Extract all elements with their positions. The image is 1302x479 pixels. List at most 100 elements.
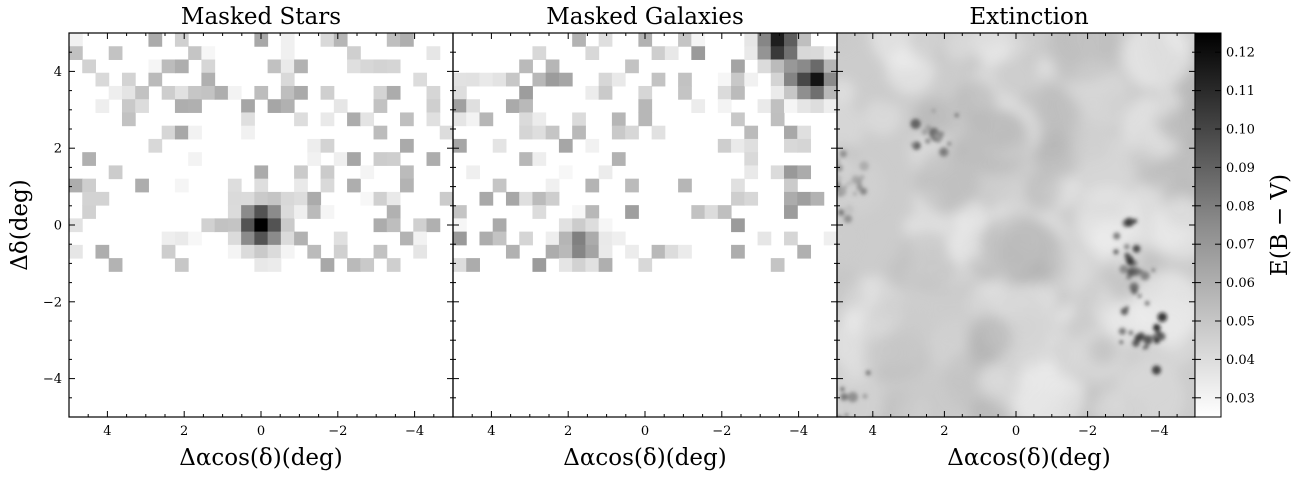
heatmap-cell [188,125,202,140]
panel-title-galaxies: Masked Galaxies [546,4,744,30]
extinction-filament-blob [1140,271,1150,281]
x-tick-label: 4 [103,424,111,439]
heatmap-cell [161,59,176,74]
extinction-filament-blob [821,405,831,415]
heatmap-cell [108,85,123,100]
heatmap-cell [320,112,335,127]
extinction-filament-blob [1153,324,1159,329]
heatmap-cell [770,112,785,127]
heatmap-cell [386,205,401,219]
heatmap-cell [757,33,772,47]
heatmap-cell [294,165,308,180]
extinction-cloud [1089,336,1118,365]
extinction-filament-blob [1118,327,1126,335]
extinction-filament-blob [853,192,857,196]
extinction-cloud [966,314,1012,360]
extinction-cloud [1075,185,1141,251]
extinction-filament-blob [859,187,868,195]
heatmap-cell [558,72,573,87]
y-axis-label: Δδ(deg) [7,179,33,270]
heatmap-cell [201,46,216,60]
heatmap-cell [731,72,745,87]
x-tick-label: −2 [712,424,731,439]
heatmap-cell [744,165,759,180]
heatmap-cell [625,178,639,193]
heatmap-cell [267,205,282,219]
heatmap-cell [174,99,189,113]
heatmap-cell [241,244,255,259]
x-tick-label: 0 [641,424,649,439]
heatmap-cell [280,244,295,259]
extinction-filament-blob [911,142,916,148]
extinction-filament-blob [1152,334,1156,339]
extinction-cloud [908,33,954,64]
heatmap-cell [227,191,242,206]
heatmap-cell [241,191,255,206]
heatmap-cell [294,178,308,193]
heatmap-cell [373,244,388,259]
heatmap-cell [453,112,467,127]
heatmap-cell [611,231,626,246]
extinction-filament-blob [837,156,841,166]
heatmap-cell [280,218,295,233]
heatmap-cell [784,85,798,100]
heatmap-cell [784,46,798,60]
heatmap-cell [69,244,83,259]
heatmap-cell [400,178,414,193]
x-tick-label: 4 [869,424,877,439]
extinction-filament-blob [931,108,936,113]
extinction-filament-blob [1157,312,1168,323]
heatmap-cell [201,72,216,87]
heatmap-cell [148,72,163,87]
heatmap-cell [479,112,494,127]
heatmap-cell [558,138,573,153]
extinction-filament-blob [1151,365,1162,375]
heatmap-cell [426,112,441,127]
heatmap-cell [731,138,745,153]
heatmap-cell [294,85,308,100]
y-tick-label: −2 [43,295,62,310]
extinction-cloud [1113,360,1186,417]
x-tick-label: 4 [487,424,495,439]
heatmap-cell [294,205,308,219]
heatmap-cell [558,258,573,272]
extinction-cloud [954,201,988,235]
heatmap-cell [254,191,269,206]
extinction-cloud [837,103,866,153]
heatmap-cell [545,59,560,74]
panel-title-stars: Masked Stars [181,4,341,30]
heatmap-cell [333,244,348,259]
heatmap-cell [598,244,613,259]
heatmap-cell [717,99,732,113]
heatmap-cell [373,85,388,100]
heatmap-cell [479,231,494,246]
heatmap-cell [254,85,269,100]
y-tick-label: 2 [54,142,62,157]
heatmap-cell [638,85,653,100]
x-tick-label: 2 [180,424,188,439]
extinction-filament-blob [954,113,959,118]
panel-title-extinction: Extinction [969,4,1088,30]
extinction-filament-blob [1144,300,1150,306]
heatmap-cell [241,99,255,113]
extinction-cloud [979,109,1022,152]
heatmap-cell [280,46,295,60]
heatmap-cell [307,244,322,259]
heatmap-cell [572,125,586,140]
extinction-cloud [1152,198,1195,260]
heatmap-cell [519,231,533,246]
heatmap-cell [678,178,692,193]
heatmap-cell [744,72,759,87]
extinction-filament-blob [1120,307,1129,316]
heatmap-cell [744,138,759,153]
heatmap-cell [532,46,547,60]
extinction-cloud [978,362,1022,406]
heatmap-cell [320,205,335,219]
heatmap-cell [466,72,480,87]
heatmap-cell [95,191,110,206]
heatmap-cell [400,138,414,153]
heatmap-cell [519,152,533,166]
x-tick-label: 0 [1012,424,1020,439]
heatmap-cell [294,59,308,74]
